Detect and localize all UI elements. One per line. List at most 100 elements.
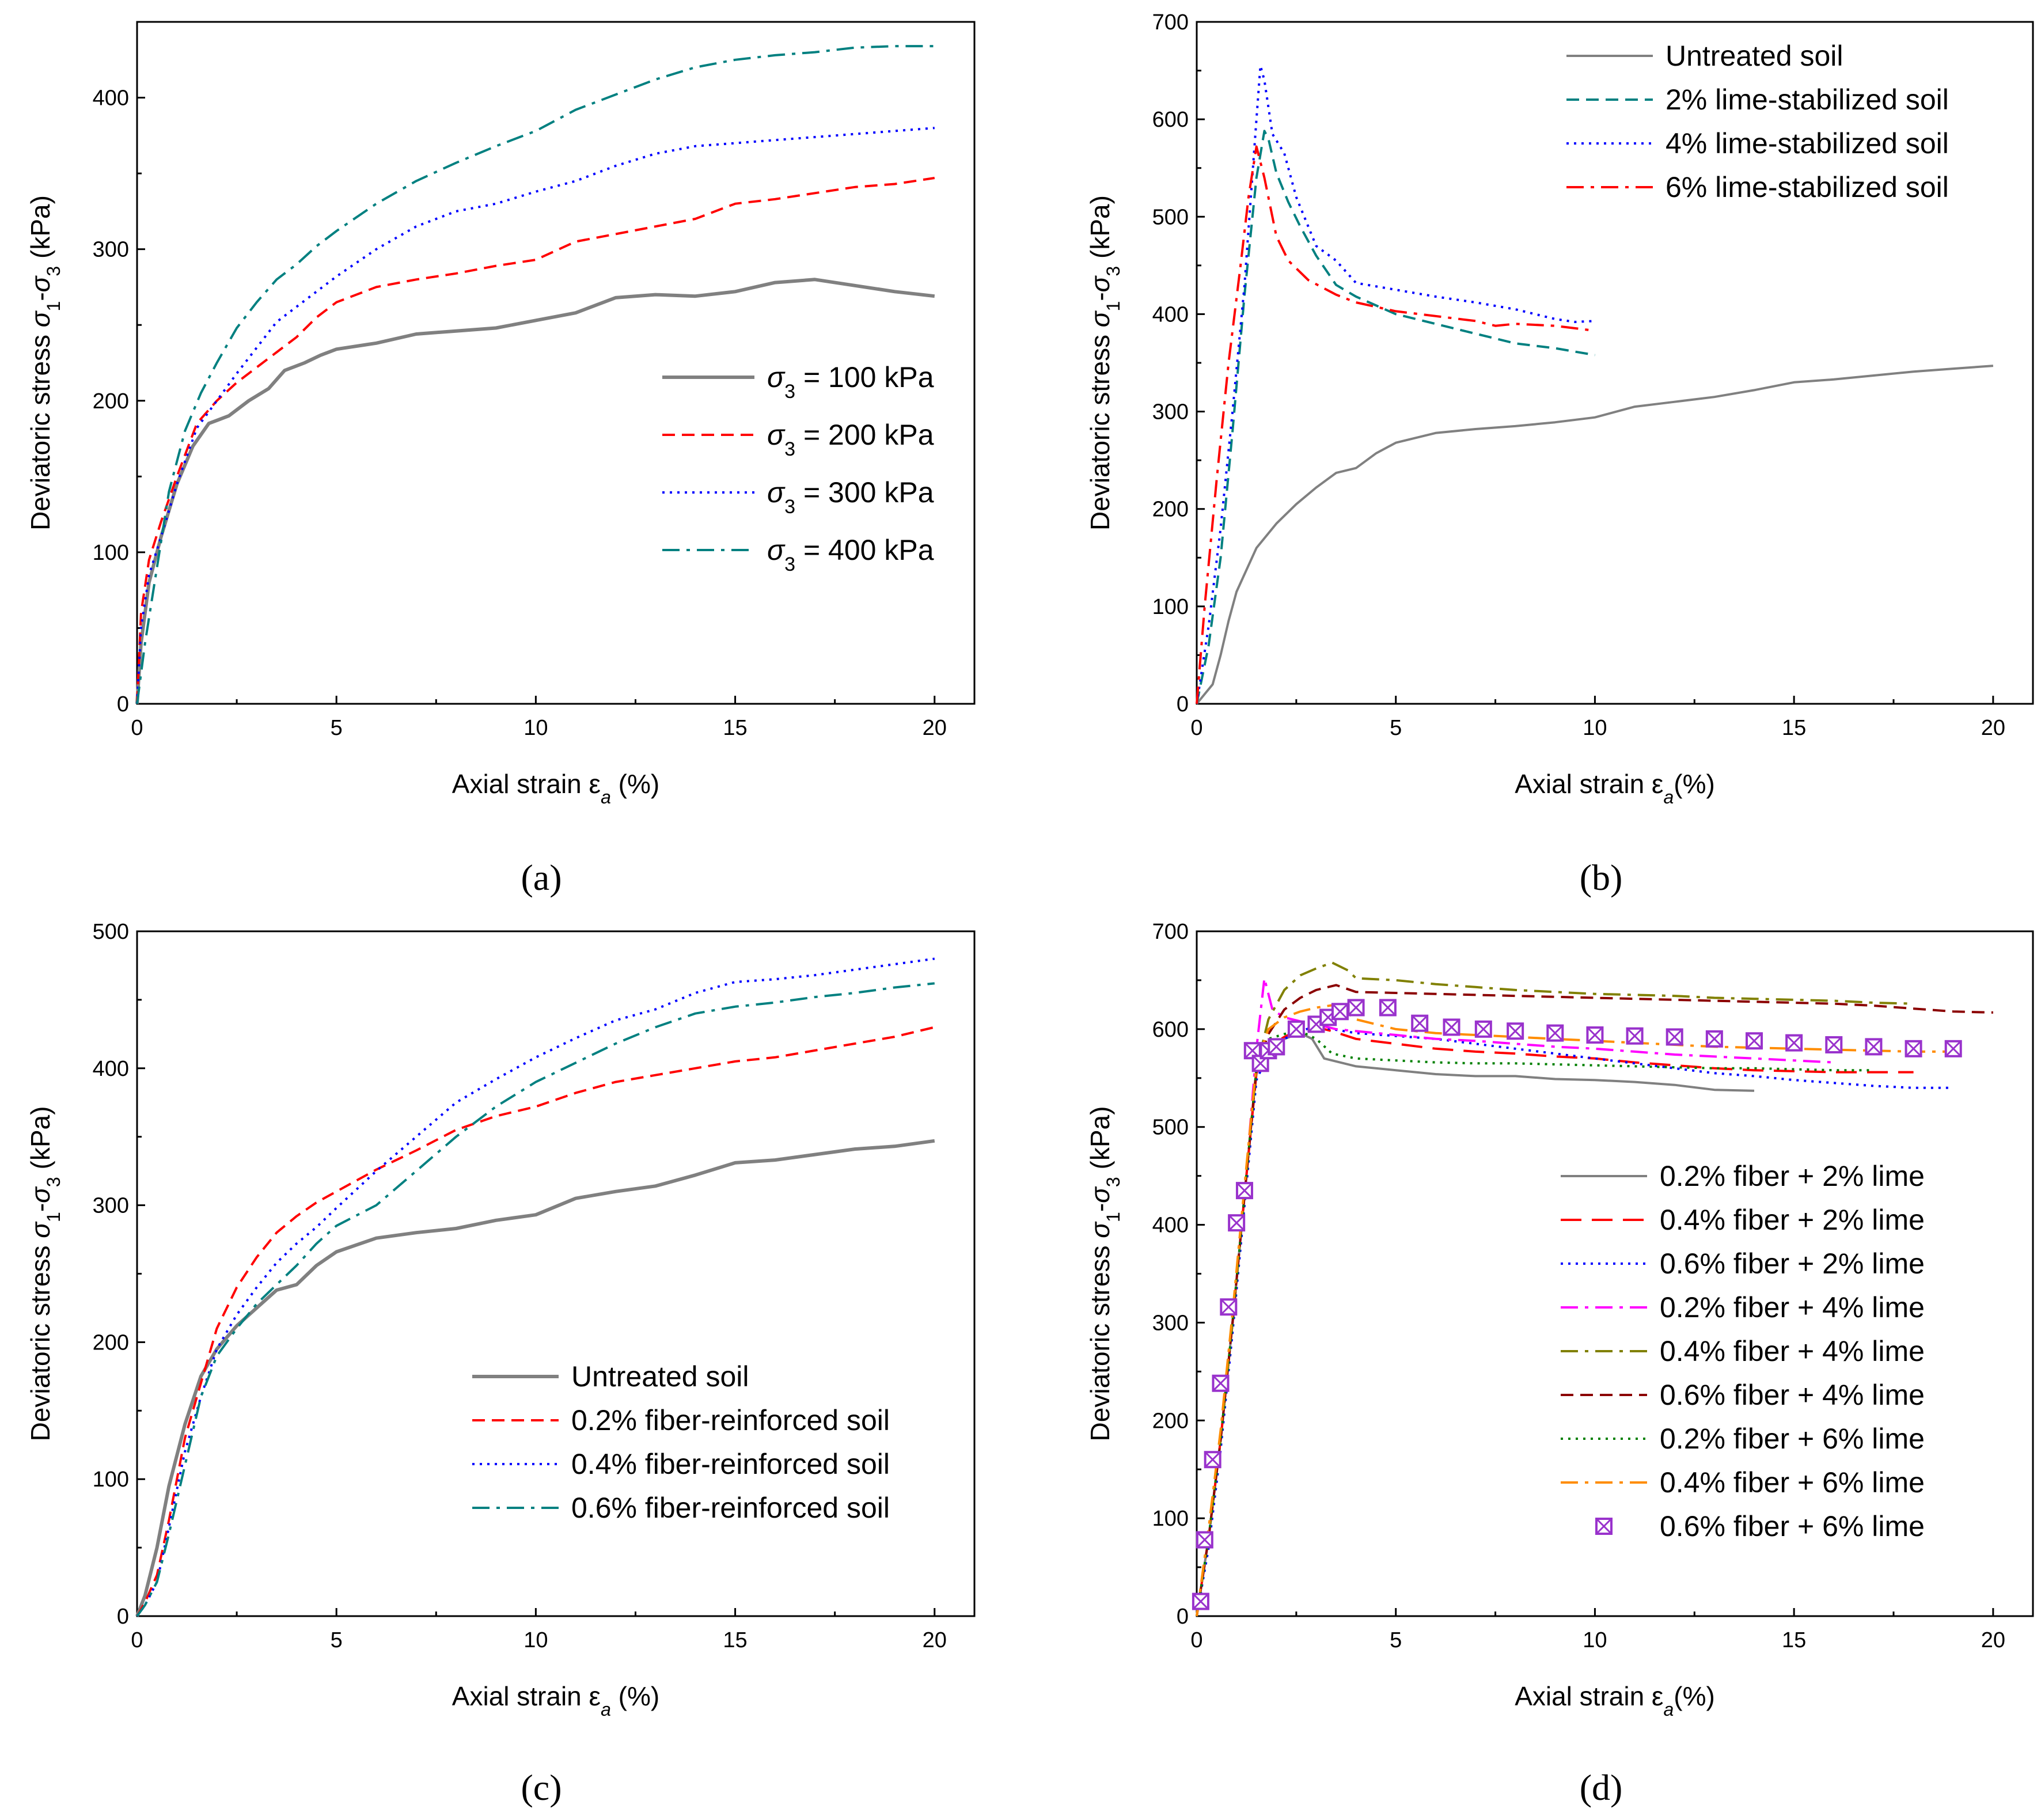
legend-label: 0.2% fiber + 2% lime	[1660, 1160, 1925, 1192]
legend-item: 2% lime-stabilized soil	[1566, 84, 1949, 116]
x-tick-label: 0	[1190, 716, 1202, 740]
series-line	[1196, 130, 1595, 704]
y-tick-label: 200	[93, 389, 129, 414]
x-tick-label: 5	[331, 1628, 343, 1652]
legend-item: 0.6% fiber + 6% lime	[1595, 1510, 1925, 1542]
data-point-marker	[1746, 1032, 1763, 1050]
legend: 0.2% fiber + 2% lime 0.4% fiber + 2% lime…	[1561, 1160, 1925, 1542]
series-2	[1196, 130, 1595, 704]
legend-label: 0.6% fiber + 6% lime	[1660, 1510, 1925, 1542]
data-point-marker	[1204, 1451, 1221, 1469]
legend-label: 0.4% fiber + 2% lime	[1660, 1204, 1925, 1236]
series-line	[1196, 365, 1994, 705]
x-tick-label: 15	[1782, 1628, 1806, 1652]
x-tick-label: 5	[1390, 716, 1402, 740]
y-tick-label: 100	[93, 541, 129, 565]
series-line	[135, 278, 935, 704]
legend-label: 2% lime-stabilized soil	[1666, 84, 1949, 116]
legend-item: σ3​ = 300 kPa	[662, 476, 934, 518]
data-point-marker	[1347, 999, 1365, 1017]
data-point-marker	[1825, 1036, 1843, 1054]
panel-label: (c)	[521, 1767, 562, 1808]
legend-item: 4% lime-stabilized soil	[1566, 127, 1949, 160]
data-point-marker	[1192, 1592, 1209, 1610]
legend-item: 0.6% fiber-reinforced soil	[472, 1492, 890, 1524]
series-6	[1196, 984, 1993, 1617]
y-tick-label: 600	[1152, 108, 1189, 132]
plot-frame	[1196, 21, 2034, 705]
series-1	[135, 278, 935, 704]
data-point-marker	[1705, 1030, 1723, 1048]
y-tick-label: 0	[1177, 692, 1189, 716]
plot-frame	[136, 21, 976, 705]
y-tick-label: 300	[1152, 1311, 1189, 1335]
x-tick-label: 10	[523, 716, 548, 740]
y-tick-label: 100	[1152, 1507, 1189, 1531]
series-2	[136, 1026, 935, 1617]
y-tick-label: 300	[93, 1194, 129, 1218]
legend-item: Untreated soil	[1566, 40, 1843, 72]
legend: Untreated soil 2% lime-stabilized soil 4% …	[1566, 40, 1949, 203]
series-1	[135, 1139, 935, 1617]
series-line	[1196, 1003, 1953, 1617]
x-tick-label: 10	[523, 1628, 548, 1652]
data-point-marker	[1235, 1182, 1253, 1200]
legend-label: σ3​ = 300 kPa	[767, 476, 934, 518]
legend-item: σ3​ = 400 kPa	[662, 534, 934, 575]
legend-label: 4% lime-stabilized soil	[1666, 127, 1949, 160]
y-axis-title: Deviatoric stress σ1​-σ3​ (kPa)	[1085, 195, 1124, 530]
data-point-marker	[1287, 1020, 1305, 1038]
legend: Untreated soil 0.2% fiber-reinforced soil…	[472, 1360, 890, 1524]
series-line	[136, 177, 935, 704]
legend-item: 0.2% fiber + 2% lime	[1561, 1160, 1925, 1192]
y-tick-label: 500	[1152, 205, 1189, 229]
x-tick-label: 10	[1583, 1628, 1607, 1652]
legend-label: 0.4% fiber-reinforced soil	[571, 1448, 890, 1480]
y-tick-label: 0	[1177, 1605, 1189, 1629]
x-tick-label: 15	[1782, 716, 1806, 740]
x-tick-label: 10	[1583, 716, 1607, 740]
data-point-marker	[1228, 1214, 1246, 1232]
data-point-marker	[1443, 1018, 1460, 1036]
y-axis-title: Deviatoric stress σ1​-σ3​ (kPa)	[25, 195, 64, 530]
legend-item: Untreated soil	[472, 1360, 749, 1393]
series-line	[136, 957, 935, 1617]
x-tick-label: 15	[723, 716, 747, 740]
legend-item: 0.2% fiber-reinforced soil	[472, 1404, 890, 1436]
legend-item: 0.4% fiber + 4% lime	[1561, 1335, 1925, 1367]
y-tick-label: 600	[1152, 1018, 1189, 1042]
data-point-marker	[1411, 1014, 1429, 1032]
legend-item: 6% lime-stabilized soil	[1566, 171, 1949, 203]
series-line	[136, 127, 935, 704]
x-axis-title: Axial strain εa(%)	[1515, 769, 1715, 807]
x-tick-label: 20	[923, 1628, 947, 1652]
data-point-marker	[1379, 999, 1397, 1017]
legend-label: Untreated soil	[1666, 40, 1843, 72]
legend-item: 0.2% fiber + 4% lime	[1561, 1291, 1925, 1324]
panel-label: (d)	[1580, 1767, 1623, 1808]
y-tick-label: 400	[93, 86, 129, 111]
legend-item: 0.4% fiber-reinforced soil	[472, 1448, 890, 1480]
series-line	[1196, 1030, 1874, 1617]
legend-label: Untreated soil	[571, 1360, 749, 1393]
y-axis-title: Deviatoric stress σ1​-σ3​ (kPa)	[1085, 1106, 1124, 1442]
legend-item: 0.4% fiber + 6% lime	[1561, 1466, 1925, 1499]
data-point-marker	[1865, 1038, 1883, 1056]
x-tick-label: 5	[1390, 1628, 1402, 1652]
legend-label: 0.2% fiber-reinforced soil	[571, 1404, 890, 1436]
series-3	[1196, 65, 1595, 704]
legend-item: 0.2% fiber + 6% lime	[1561, 1423, 1925, 1455]
x-tick-label: 20	[923, 716, 947, 740]
legend-label: 0.2% fiber + 6% lime	[1660, 1423, 1925, 1455]
legend-label: 6% lime-stabilized soil	[1666, 171, 1949, 203]
x-tick-label: 20	[1981, 1628, 2005, 1652]
y-tick-label: 400	[1152, 302, 1189, 327]
x-tick-label: 15	[723, 1628, 747, 1652]
series-3	[136, 957, 935, 1617]
y-tick-label: 200	[93, 1330, 129, 1355]
series-2	[136, 177, 935, 704]
data-point-marker	[1546, 1024, 1564, 1042]
